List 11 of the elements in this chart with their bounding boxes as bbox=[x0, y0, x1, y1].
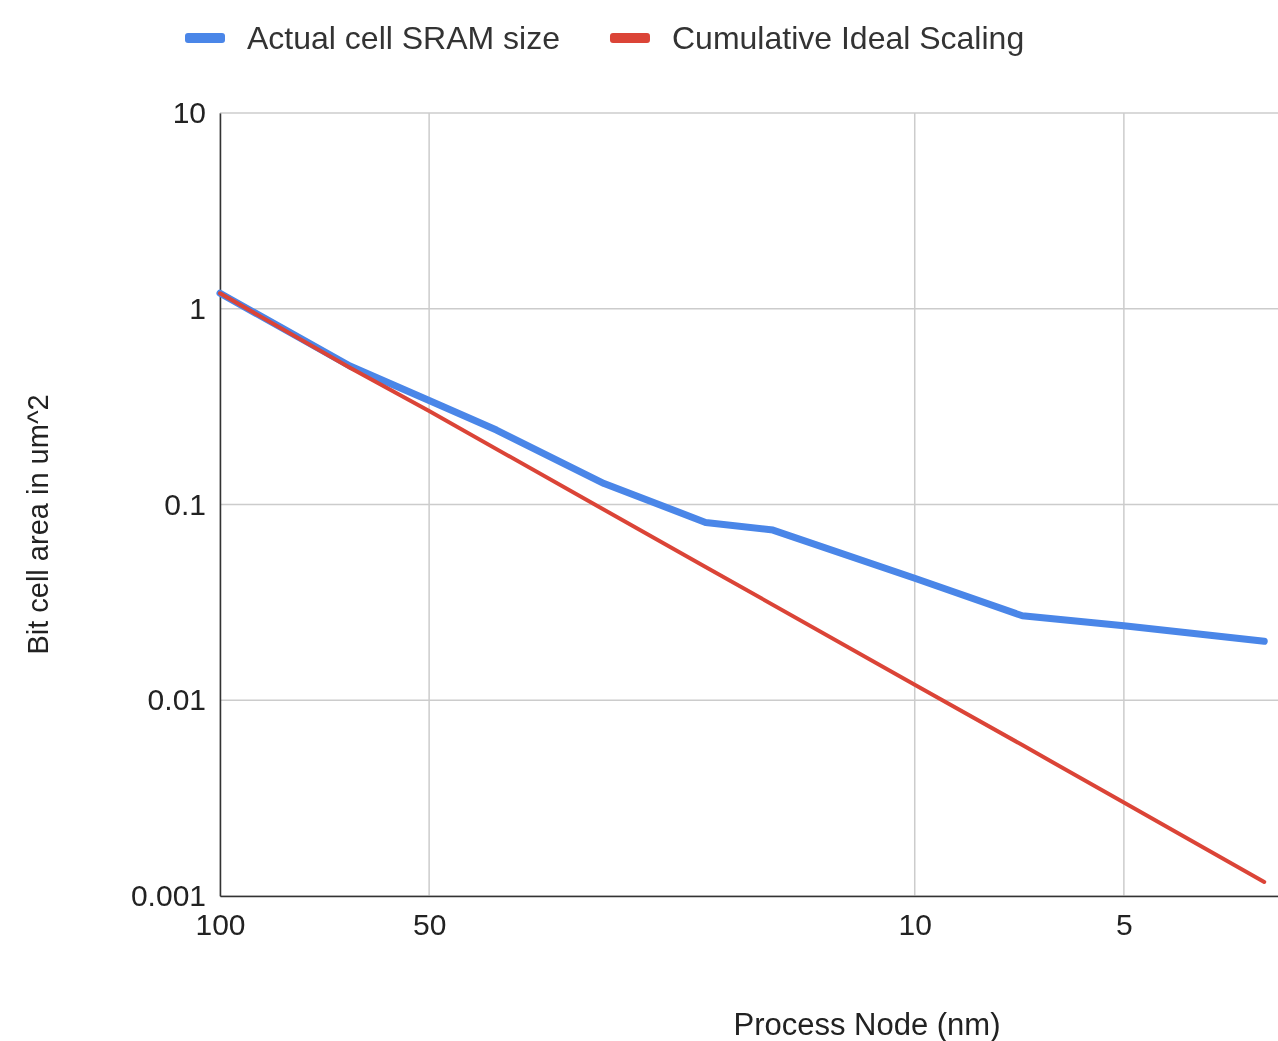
x-tick-label: 10 bbox=[898, 908, 932, 942]
x-axis-title: Process Node (nm) bbox=[733, 1007, 1001, 1041]
legend-label: Actual cell SRAM size bbox=[247, 20, 560, 56]
legend-label: Cumulative Ideal Scaling bbox=[671, 20, 1025, 56]
y-tick-label: 1 bbox=[189, 291, 206, 325]
y-tick-label: 10 bbox=[172, 96, 206, 130]
x-tick-label: 50 bbox=[412, 908, 447, 942]
y-axis-title: Bit cell area in um^2 bbox=[22, 394, 54, 655]
y-tick-label: 0.1 bbox=[164, 487, 206, 521]
y-tick-label: 0.01 bbox=[147, 683, 206, 717]
x-tick-label: 5 bbox=[1116, 908, 1133, 942]
